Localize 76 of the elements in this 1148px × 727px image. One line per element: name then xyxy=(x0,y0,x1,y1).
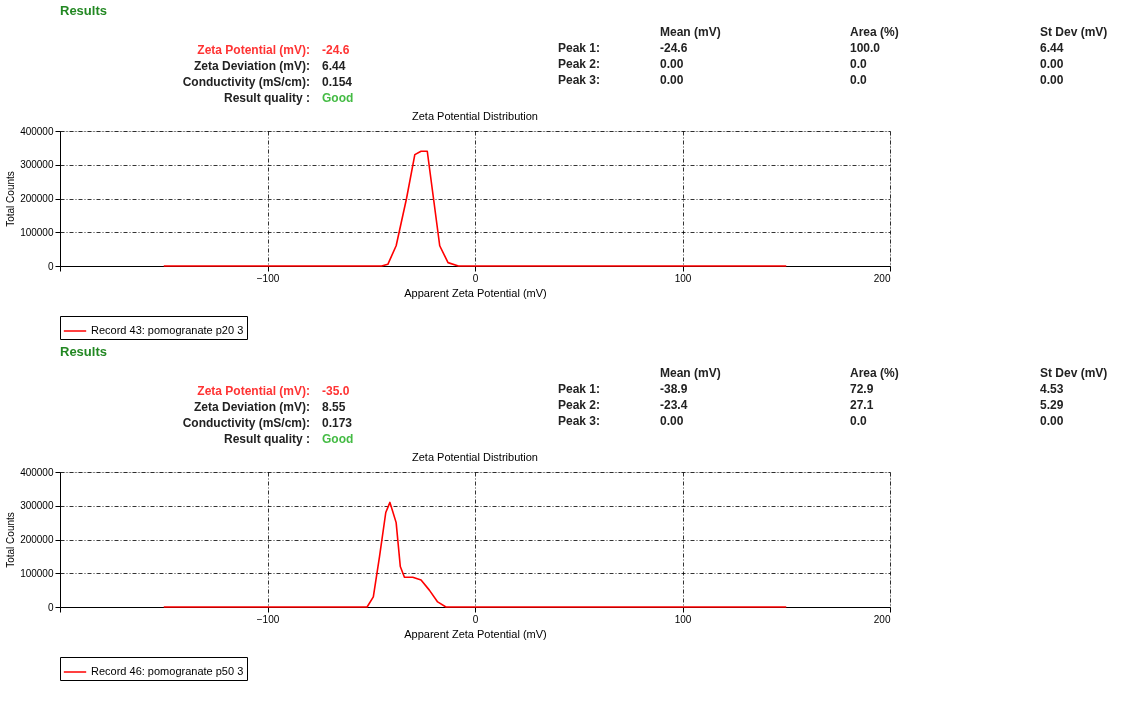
text: 0.00 xyxy=(660,414,684,428)
text: 100.0 xyxy=(850,41,881,55)
y-tick-label: 400000 xyxy=(20,466,54,478)
text: -38.9 xyxy=(660,382,688,396)
text: 0.154 xyxy=(322,75,353,89)
y-tick-label: 300000 xyxy=(20,159,54,171)
y-tick-label: 300000 xyxy=(20,500,54,512)
text: 6.44 xyxy=(1040,41,1064,55)
y-tick-label: 200000 xyxy=(20,193,54,204)
text: -24.6 xyxy=(322,43,350,57)
y-tick-label: 0 xyxy=(47,601,54,613)
text: 6.44 xyxy=(322,59,346,73)
text: Peak 3: xyxy=(557,73,600,87)
text: 0.0 xyxy=(850,414,868,428)
text: Conductivity (mS/cm): xyxy=(182,416,310,430)
text: Peak 1: xyxy=(557,41,600,55)
x-tick-label: 200 xyxy=(873,272,891,284)
text: 72.9 xyxy=(850,382,874,396)
x-tick-label: 100 xyxy=(674,272,692,284)
text: Result quality : xyxy=(223,432,310,446)
x-tick-label: 0 xyxy=(472,613,479,625)
x-tick-label: 100 xyxy=(674,613,692,625)
chart-title: Zeta Potential Distribution xyxy=(412,451,538,463)
y-tick-label: 100000 xyxy=(20,226,54,238)
text: Zeta Potential (mV): xyxy=(197,384,310,398)
x-tick-label: −100 xyxy=(256,613,280,625)
text: Peak 3: xyxy=(557,414,600,428)
chart-title: Zeta Potential Distribution xyxy=(412,110,538,122)
x-axis-title: Apparent Zeta Potential (mV) xyxy=(404,286,547,299)
text: 0.00 xyxy=(1040,73,1064,87)
text: Results xyxy=(60,344,107,359)
text: St Dev (mV) xyxy=(1040,366,1108,380)
y-tick-label: 100000 xyxy=(20,567,54,579)
legend-label: Record 46: pomogranate p50 3 xyxy=(91,665,244,677)
text: Peak 2: xyxy=(557,57,600,71)
text: Area (%) xyxy=(850,366,899,380)
text: 0.00 xyxy=(660,57,684,71)
text: 4.53 xyxy=(1040,382,1064,396)
line-series xyxy=(162,150,788,267)
y-tick-label: 400000 xyxy=(20,125,54,137)
text: 5.29 xyxy=(1040,398,1064,412)
y-axis-title: Total Counts xyxy=(5,512,17,568)
text: Zeta Deviation (mV): xyxy=(193,59,310,73)
text: Mean (mV) xyxy=(660,25,721,39)
text: 0.00 xyxy=(1040,57,1064,71)
text: Good xyxy=(322,91,354,105)
line-series xyxy=(162,501,788,608)
text: Peak 2: xyxy=(557,398,600,412)
text: Conductivity (mS/cm): xyxy=(182,75,310,89)
y-axis-title: Total Counts xyxy=(5,171,17,227)
text: Mean (mV) xyxy=(660,366,721,380)
y-tick-label: 0 xyxy=(47,260,54,272)
text: Peak 1: xyxy=(557,382,600,396)
text: 0.0 xyxy=(850,57,868,71)
text: 27.1 xyxy=(850,398,874,412)
text: 0.173 xyxy=(322,416,353,430)
text: Zeta Potential (mV): xyxy=(197,43,310,57)
text: Result quality : xyxy=(223,91,310,105)
x-axis-title: Apparent Zeta Potential (mV) xyxy=(404,627,547,640)
text: Good xyxy=(322,432,354,446)
text: 0.0 xyxy=(850,73,868,87)
text: St Dev (mV) xyxy=(1040,25,1108,39)
text: Area (%) xyxy=(850,25,899,39)
text: -23.4 xyxy=(660,398,688,412)
text: 8.55 xyxy=(322,400,346,414)
text: Results xyxy=(60,3,107,18)
legend-label: Record 43: pomogranate p20 3 xyxy=(91,324,244,336)
text: -24.6 xyxy=(660,41,688,55)
text: 0.00 xyxy=(1040,414,1064,428)
text: -35.0 xyxy=(322,384,350,398)
x-tick-label: 200 xyxy=(873,613,891,625)
text: Zeta Deviation (mV): xyxy=(193,400,310,414)
text: 0.00 xyxy=(660,73,684,87)
x-tick-label: 0 xyxy=(472,272,479,284)
x-tick-label: −100 xyxy=(256,272,280,284)
y-tick-label: 200000 xyxy=(20,534,54,545)
